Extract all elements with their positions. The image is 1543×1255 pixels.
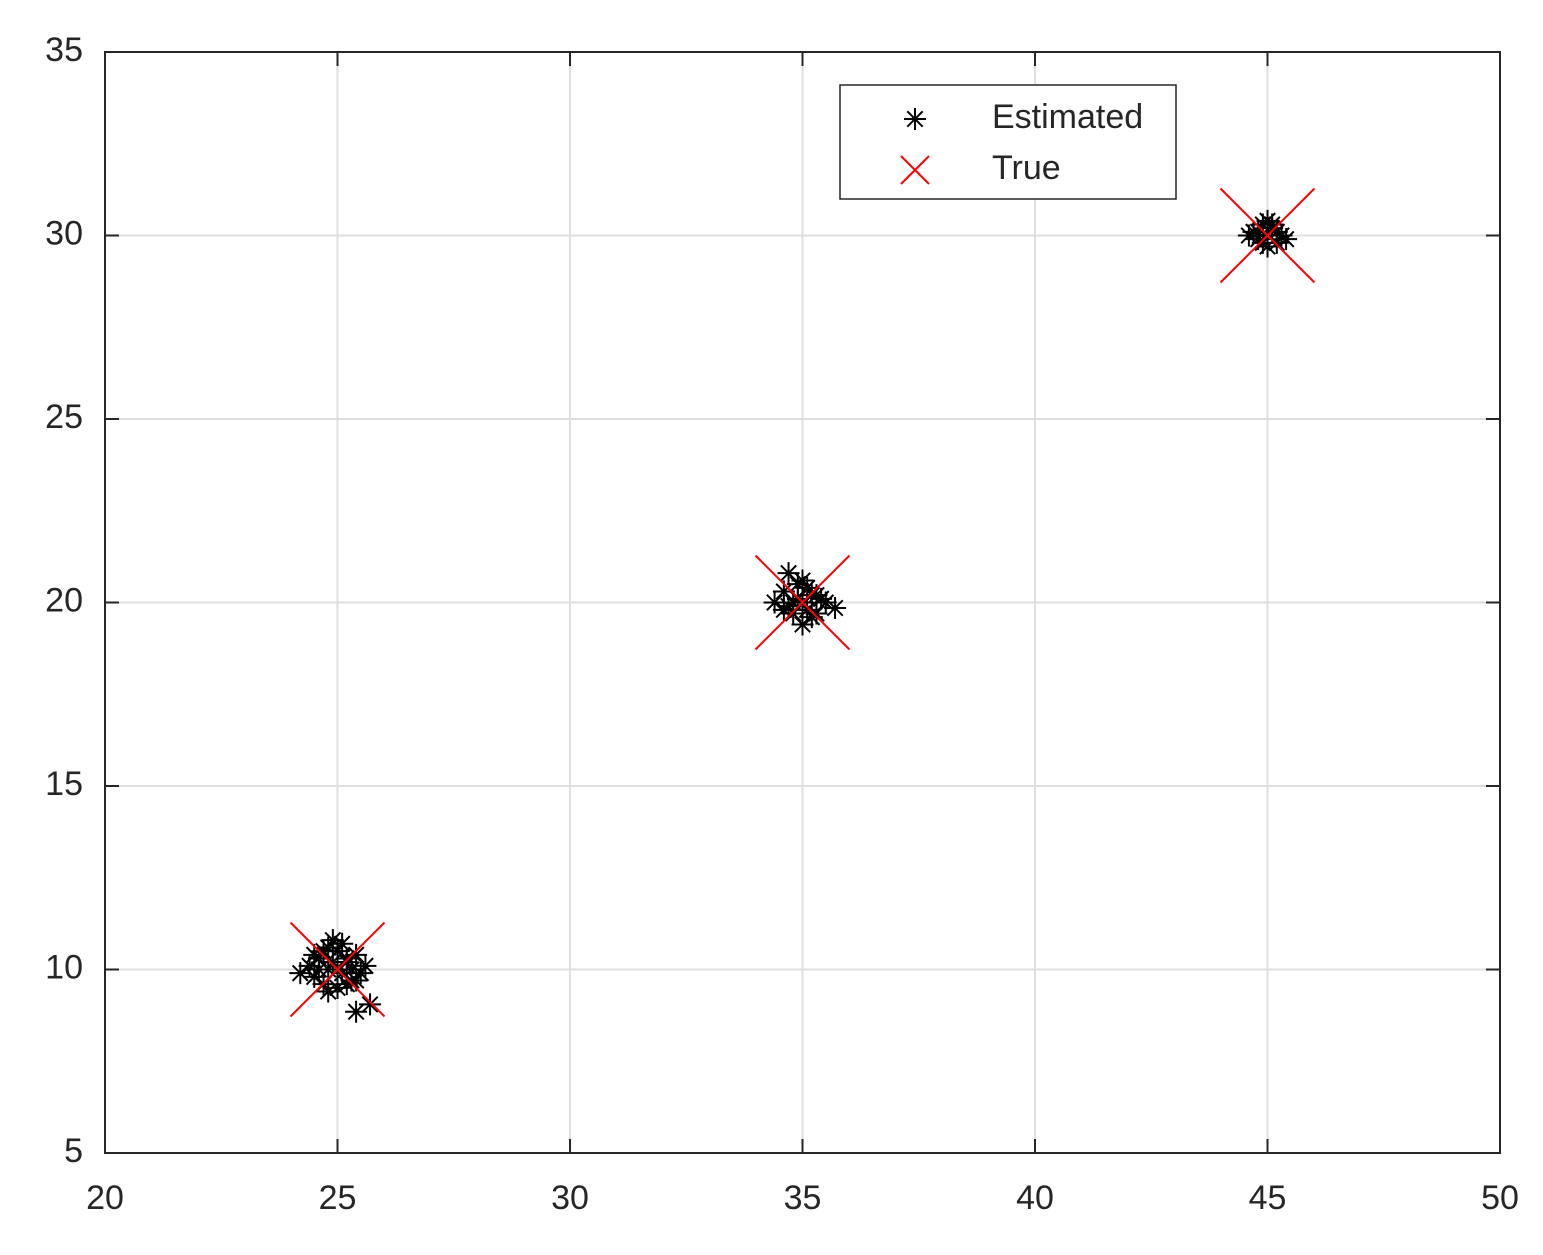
point (777, 562, 800, 585)
point (321, 929, 344, 952)
point (335, 947, 358, 970)
point (326, 976, 349, 999)
point (354, 954, 377, 977)
point (335, 973, 358, 996)
point (317, 958, 340, 981)
y-tick-label: 20 (45, 581, 83, 619)
y-tick-label: 10 (45, 948, 83, 986)
point (763, 591, 786, 614)
point (805, 602, 828, 625)
point (796, 576, 819, 599)
y-tick-label: 5 (64, 1132, 83, 1170)
point (1275, 228, 1298, 251)
point (1251, 231, 1274, 254)
point (298, 954, 321, 977)
x-tick-label: 20 (86, 1179, 124, 1217)
x-tick-label: 30 (551, 1179, 589, 1217)
point (1265, 220, 1288, 243)
point (782, 602, 805, 625)
point (340, 958, 363, 981)
x-tick-label: 50 (1481, 1179, 1519, 1217)
point (345, 969, 368, 992)
x-tick-label: 25 (319, 1179, 357, 1217)
point (772, 598, 795, 621)
y-tick-label: 15 (45, 765, 83, 803)
x-tick-label: 40 (1016, 1179, 1054, 1217)
point (303, 943, 326, 966)
y-tick-label: 25 (45, 398, 83, 436)
point (1265, 231, 1288, 254)
point (1256, 209, 1279, 232)
axes-box (104, 51, 1501, 1154)
point (754, 554, 851, 651)
point (791, 569, 814, 592)
point (359, 993, 382, 1016)
legend-label: Estimated (992, 98, 1143, 136)
point (345, 943, 368, 966)
point (1247, 220, 1270, 243)
point (800, 584, 823, 607)
legend-box (839, 84, 1177, 200)
point (791, 613, 814, 636)
y-tick-label: 30 (45, 214, 83, 252)
x-tick-label: 35 (784, 1179, 822, 1217)
legend-label: True (992, 149, 1061, 187)
y-tick-label: 35 (45, 31, 83, 69)
point (796, 598, 819, 621)
point (349, 962, 372, 985)
point (782, 591, 805, 614)
point (772, 580, 795, 603)
point (321, 951, 344, 974)
point (810, 587, 833, 610)
legend-marker (900, 155, 930, 185)
point (289, 962, 312, 985)
point (303, 965, 326, 988)
point (824, 597, 847, 620)
point (326, 940, 349, 963)
point (331, 932, 354, 955)
point (345, 1000, 368, 1023)
point (1219, 187, 1316, 284)
point (312, 940, 335, 963)
legend-marker (904, 108, 926, 130)
point (317, 980, 340, 1003)
x-tick-label: 45 (1249, 1179, 1287, 1217)
point (289, 921, 386, 1018)
